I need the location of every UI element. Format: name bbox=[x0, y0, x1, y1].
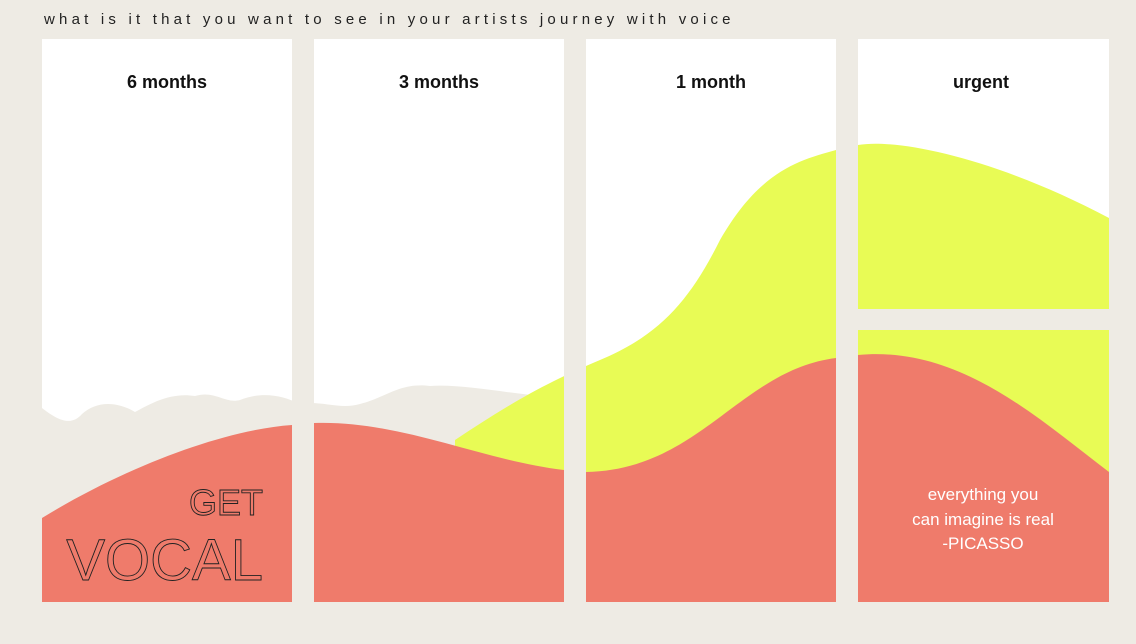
column-label: urgent bbox=[953, 72, 1009, 92]
quote-line: -PICASSO bbox=[942, 534, 1023, 553]
page-title: what is it that you want to see in your … bbox=[43, 11, 735, 28]
quote-line: can imagine is real bbox=[912, 510, 1054, 529]
slogan-line: VOCAL bbox=[66, 528, 263, 593]
column-label: 6 months bbox=[127, 72, 207, 92]
slogan-line: GET bbox=[189, 482, 263, 523]
quote-line: everything you bbox=[928, 485, 1039, 504]
column-label: 3 months bbox=[399, 72, 479, 92]
column-label: 1 month bbox=[676, 72, 746, 92]
